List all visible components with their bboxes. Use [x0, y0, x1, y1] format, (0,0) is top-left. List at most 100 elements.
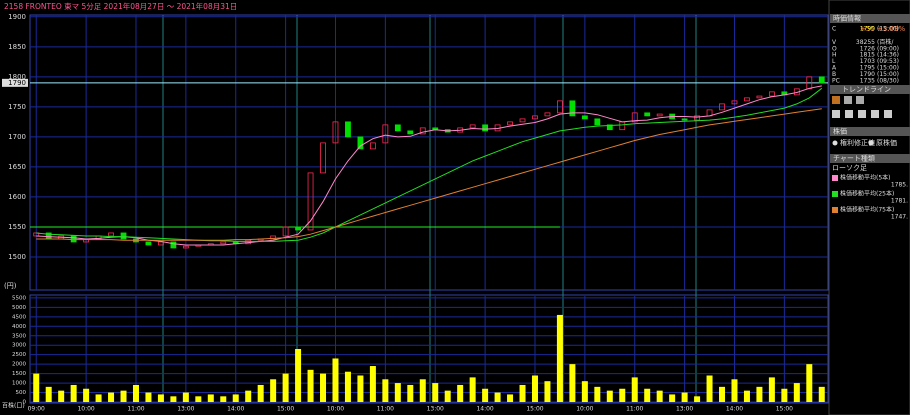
info-cell: 1703: [860, 58, 875, 65]
y-tick-label: 1750: [8, 103, 26, 111]
y-tick-label: 5500: [12, 295, 26, 301]
volume-bar: [257, 384, 264, 402]
info-cell: 1790: [860, 71, 875, 78]
volume-bar: [631, 377, 638, 402]
candle-body: [357, 136, 364, 150]
candle-body: [681, 118, 688, 121]
candle-body: [544, 112, 551, 117]
tool-icon[interactable]: [845, 110, 853, 118]
volume-bar: [669, 394, 676, 402]
candle-body: [382, 124, 389, 144]
candle-body: [644, 112, 651, 117]
radio[interactable]: [868, 140, 874, 146]
volume-bar: [157, 394, 164, 402]
info-cell: 1795: [860, 65, 875, 72]
volume-bar: [681, 392, 688, 402]
volume-bar: [581, 381, 588, 402]
volume-bar: [768, 377, 775, 402]
ma-line: [36, 85, 822, 246]
info-cell: 1735: [860, 77, 875, 84]
y-tick-label: 4000: [12, 324, 26, 330]
chart-kind-title: チャート種類: [833, 154, 875, 163]
volume-bar: [182, 392, 189, 402]
candle-body: [419, 127, 426, 135]
info-cell: B: [832, 71, 836, 78]
info-cell: (14:36): [877, 52, 899, 59]
volume-bar: [569, 364, 576, 402]
trend-title: トレンドライン: [842, 86, 891, 94]
info-cell: (15:00): [877, 26, 899, 33]
y-label: (円): [4, 282, 17, 290]
info-cell: A: [832, 65, 837, 72]
legend-value: 1747.: [891, 214, 908, 221]
current-price-box: [2, 78, 28, 87]
volume-bar: [344, 371, 351, 402]
x-tick-label: 15:00: [776, 406, 793, 413]
candle-body: [631, 112, 638, 123]
candle-body: [307, 172, 314, 231]
volume-label: 百株(口): [2, 402, 25, 410]
volume-bar: [494, 392, 501, 402]
y-tick-label: 1850: [8, 43, 26, 51]
volume-bar: [332, 358, 339, 402]
volume-bar: [656, 390, 663, 402]
volume-bar: [307, 369, 314, 402]
x-tick-label: 11:00: [377, 406, 394, 413]
tool-icon[interactable]: [832, 96, 840, 104]
x-tick-label: 14:00: [476, 406, 493, 413]
info-cell: PC: [832, 77, 840, 84]
volume-bar: [282, 373, 289, 402]
candle-body: [295, 226, 301, 231]
tool-icon[interactable]: [832, 110, 840, 118]
legend-label: 株価移動平均(5本): [840, 174, 891, 182]
volume-bar: [432, 383, 439, 402]
candle-body: [594, 118, 601, 126]
radio-label: 権利修正値: [840, 138, 875, 147]
candle-body: [768, 91, 775, 97]
volume-bar: [793, 383, 800, 402]
volume-bar: [606, 390, 613, 402]
legend-swatch: [832, 207, 838, 213]
y-tick-label: 0: [23, 400, 27, 406]
volume-bar: [482, 388, 489, 402]
volume-bar: [818, 386, 825, 402]
candle-body: [332, 121, 339, 144]
volume-bar: [519, 384, 526, 402]
volume-bar: [33, 373, 40, 402]
volume-bar: [195, 396, 202, 402]
volume-bar: [556, 314, 563, 402]
info-cell: (15:00): [877, 65, 899, 72]
volume-bar: [644, 388, 651, 402]
tool-icon[interactable]: [871, 110, 879, 118]
tool-icon[interactable]: [884, 110, 892, 118]
tool-icon[interactable]: [858, 110, 866, 118]
candle-body: [519, 118, 526, 123]
volume-bar: [394, 383, 401, 402]
x-tick-label: 14:00: [726, 406, 743, 413]
volume-bar: [469, 377, 476, 402]
ma-line: [36, 108, 822, 241]
x-tick-label: 09:00: [28, 406, 45, 413]
info-cell: 1815: [860, 52, 875, 59]
radio[interactable]: [832, 140, 838, 146]
y-tick-label: 2500: [12, 352, 26, 358]
info-cell: H: [832, 52, 837, 59]
candle-body: [145, 241, 152, 246]
candle-body: [320, 142, 326, 174]
current-price-label: 1790: [8, 79, 26, 87]
tool-icon[interactable]: [856, 96, 864, 104]
y-tick-label: 500: [16, 390, 27, 396]
change: +55 +3.09%: [860, 25, 905, 33]
candle-body: [532, 115, 538, 120]
volume-bar: [108, 392, 115, 402]
candle-body: [220, 241, 227, 245]
x-tick-label: 15:00: [277, 406, 294, 413]
tool-icon[interactable]: [844, 96, 852, 104]
candle-body: [581, 115, 588, 120]
candle-body: [719, 103, 725, 111]
chart-title: 2158 FRONTEO 東マ 5分足 2021年08月27日 〜 2021年0…: [4, 1, 237, 11]
candle-body: [270, 235, 277, 240]
volume-bar: [232, 394, 239, 402]
candle-body: [694, 115, 700, 121]
price-panel: [29, 14, 829, 291]
